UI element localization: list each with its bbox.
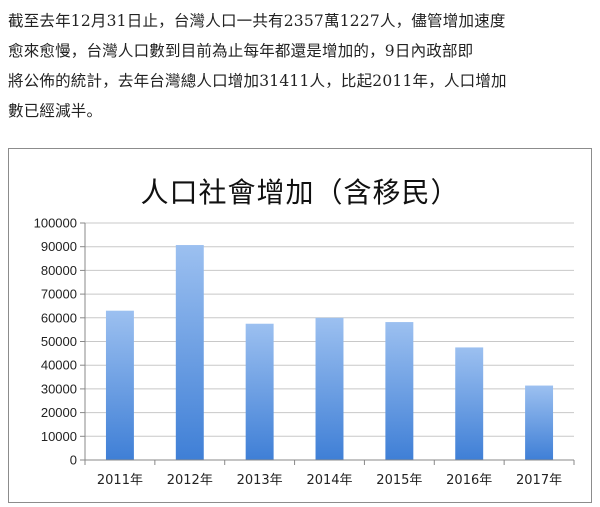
y-tick-label: 40000 [41, 358, 77, 373]
article-line: 將公佈的統計，去年台灣總人口增加31411人，比起2011年，人口增加 [8, 72, 507, 90]
x-tick-label: 2014年 [306, 473, 352, 488]
x-tick-label: 2013年 [237, 473, 283, 488]
bar [385, 322, 414, 460]
chart-frame: 人口社會增加（含移民） 0 10000 20000 30000 40000 50000 60… [8, 148, 592, 503]
article-line: 截至去年12月31日止，台灣人口一共有2357萬1227人，儘管增加速度 [8, 12, 506, 30]
bar [105, 310, 134, 460]
y-tick-label: 80000 [41, 263, 77, 278]
x-tick-label: 2011年 [97, 473, 143, 488]
x-tick-label: 2017年 [516, 473, 562, 488]
y-tick-label: 10000 [41, 429, 77, 444]
y-tick-label: 60000 [41, 310, 77, 325]
y-tick-label: 100000 [34, 216, 77, 231]
bar [525, 385, 554, 460]
x-tick-label: 2012年 [167, 473, 213, 488]
bar [315, 317, 344, 460]
y-tick-label: 0 [70, 453, 77, 468]
bar-chart: 0 10000 20000 30000 40000 50000 60000 70000 8000… [34, 216, 575, 488]
bar [245, 323, 274, 460]
y-tick-label: 30000 [41, 381, 77, 396]
article-text: 截至去年12月31日止，台灣人口一共有2357萬1227人，儘管增加速度 愈來愈… [8, 6, 598, 126]
bar [455, 347, 484, 460]
y-tick-label: 20000 [41, 405, 77, 420]
chart-title: 人口社會增加（含移民） [140, 176, 460, 209]
article-line: 數已經減半。 [8, 102, 103, 120]
y-tick-label: 70000 [41, 287, 77, 302]
bar [175, 245, 204, 460]
x-tick-label: 2016年 [446, 473, 492, 488]
x-tick-label: 2015年 [376, 473, 422, 488]
y-tick-label: 90000 [41, 239, 77, 254]
y-tick-label: 50000 [41, 334, 77, 349]
article-line: 愈來愈慢，台灣人口數到目前為止每年都還是增加的，9日內政部即 [8, 42, 474, 60]
